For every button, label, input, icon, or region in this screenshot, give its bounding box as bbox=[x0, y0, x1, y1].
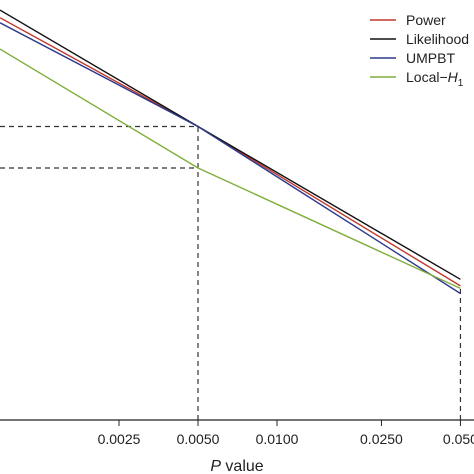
x-tick-label: 0.0050 bbox=[177, 431, 220, 447]
x-tick-label: 0.0250 bbox=[360, 431, 403, 447]
series-line-local-h1 bbox=[0, 48, 461, 290]
legend-label: Power bbox=[406, 12, 446, 28]
x-tick-label: 0.0100 bbox=[256, 431, 299, 447]
x-tick-label: 0.050 bbox=[443, 431, 474, 447]
legend-label: Likelihood bbox=[406, 31, 469, 47]
x-tick-label: 0.0025 bbox=[98, 431, 141, 447]
legend-label: UMPBT bbox=[406, 50, 455, 66]
series-line-likelihood bbox=[0, 9, 461, 280]
legend-label: Local−H1 bbox=[406, 69, 464, 89]
x-axis-title: P value bbox=[210, 458, 263, 474]
series-line-umpbt bbox=[0, 22, 461, 295]
